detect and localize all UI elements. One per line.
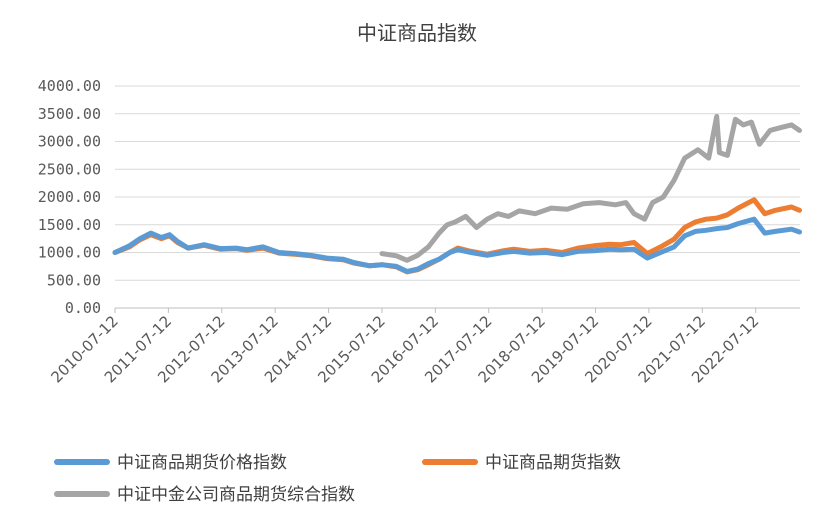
chart-title: 中证商品指数	[357, 21, 477, 45]
y-tick-label: 2500.00	[38, 160, 101, 178]
series-lines	[112, 114, 802, 275]
y-tick-label: 0.00	[65, 299, 101, 317]
series-line-0	[112, 216, 802, 274]
y-tick-label: 3000.00	[38, 133, 101, 151]
y-tick-label: 4000.00	[38, 77, 101, 95]
x-axis-ticks: 2010-07-122011-07-122012-07-122013-07-12…	[47, 308, 763, 386]
series-line-2	[379, 114, 802, 263]
y-axis-ticks: 0.00 500.00 1000.00 1500.00 2000.00 2500.00 30…	[38, 77, 101, 317]
y-tick-label: 1000.00	[38, 244, 101, 262]
gridlines	[115, 85, 800, 309]
legend-label-2: 中证中金公司商品期货综合指数	[117, 485, 355, 505]
legend-label-0: 中证商品期货价格指数	[117, 453, 287, 473]
y-tick-label: 3500.00	[38, 105, 101, 123]
y-tick-label: 1500.00	[38, 216, 101, 234]
y-tick-label: 2000.00	[38, 188, 101, 206]
legend-label-1: 中证商品期货指数	[485, 453, 621, 473]
series-line-1	[112, 197, 802, 275]
y-tick-label: 500.00	[47, 271, 101, 289]
